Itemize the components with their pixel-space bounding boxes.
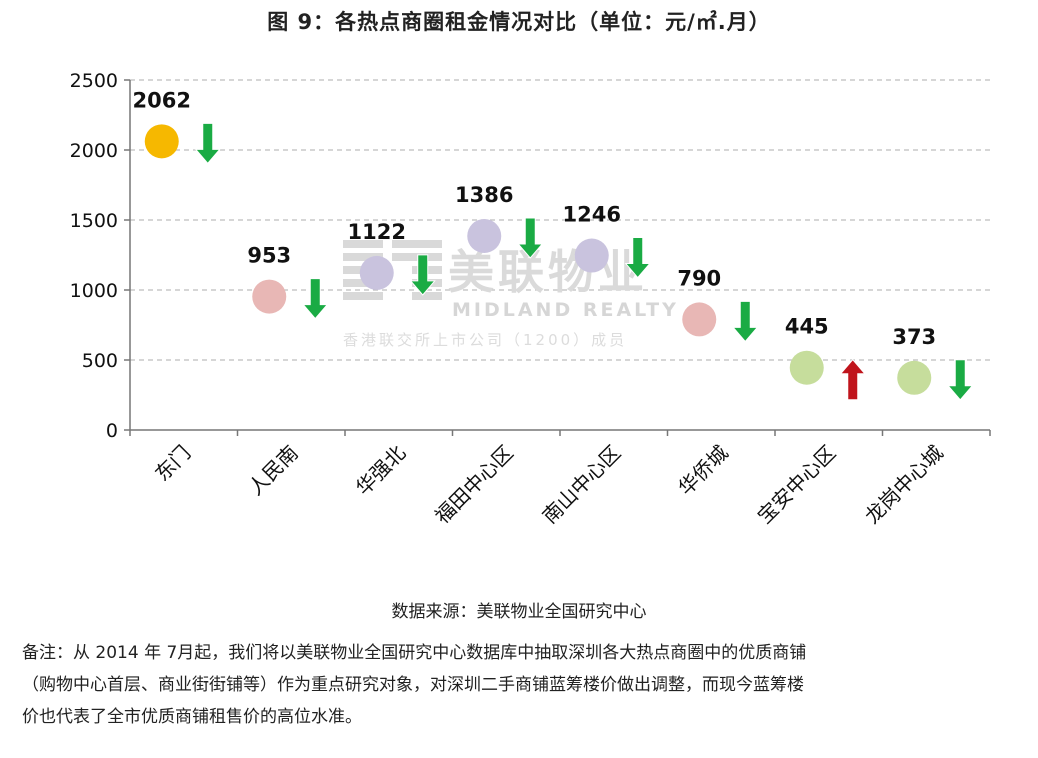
x-tick-label: 南山中心区: [538, 441, 626, 529]
data-label: 445: [785, 315, 829, 339]
down-arrow-icon: [517, 217, 544, 259]
watermark-tagline: 香港联交所上市公司（1200）成员: [343, 331, 627, 349]
y-tick-labels: 0 500 1000 1500 2000 2500: [70, 70, 118, 442]
footnote-line-2: （购物中心首层、商业街街铺等）作为重点研究对象，对深圳二手商铺蓝筹楼价做出调整，…: [22, 675, 804, 695]
data-points: [144, 124, 932, 395]
rent-comparison-chart: 美联物业 MIDLAND REALTY 香港联交所上市公司（1200）成员 0 5…: [70, 70, 991, 529]
down-arrow-icon: [732, 300, 759, 343]
down-arrow-icon: [624, 237, 651, 279]
y-tick-label: 2500: [70, 70, 118, 92]
x-tick-label: 人民南: [243, 441, 302, 500]
data-label: 953: [247, 244, 291, 268]
watermark-brand-cn: 美联物业: [448, 245, 648, 299]
y-tick-label: 1500: [70, 210, 118, 232]
data-label: 1386: [455, 183, 513, 207]
down-arrow-icon: [947, 359, 974, 401]
data-point: [144, 124, 179, 159]
data-label: 1122: [348, 220, 406, 244]
data-point: [359, 255, 394, 290]
data-point: [897, 360, 932, 395]
footnote-line-3: 价也代表了全市优质商铺租售价的高位水准。: [22, 707, 362, 727]
down-arrow-icon: [302, 278, 329, 320]
midland-watermark: 美联物业 MIDLAND REALTY 香港联交所上市公司（1200）成员: [343, 240, 679, 349]
data-point: [574, 238, 609, 273]
x-tick-label: 宝安中心区: [753, 441, 841, 529]
trend-arrows: [194, 122, 974, 401]
down-arrow-icon: [194, 122, 221, 165]
data-point: [789, 350, 824, 385]
x-tick-label: 华强北: [351, 441, 410, 500]
up-arrow-icon: [839, 358, 866, 401]
data-label: 1246: [563, 203, 621, 227]
footnote-line-1: 备注：从 2014 年 7月起，我们将以美联物业全国研究中心数据库中抽取深圳各大…: [22, 643, 807, 663]
x-tick-label: 华侨城: [673, 441, 732, 500]
x-tick-label: 福田中心区: [430, 441, 518, 529]
footnote: 备注：从 2014 年 7月起，我们将以美联物业全国研究中心数据库中抽取深圳各大…: [22, 637, 1022, 733]
data-point: [252, 279, 287, 314]
data-point: [682, 302, 717, 337]
data-label: 790: [677, 266, 721, 290]
x-tick-label: 龙岗中心城: [860, 441, 948, 529]
y-tick-label: 0: [106, 420, 118, 442]
y-tick-label: 1000: [70, 280, 118, 302]
chart-title: 图 9：各热点商圈租金情况对比（单位：元/㎡.月）: [267, 10, 771, 34]
y-tick-label: 500: [82, 350, 118, 372]
source-caption: 数据来源：美联物业全国研究中心: [391, 602, 647, 622]
axes: [124, 79, 991, 436]
down-arrow-icon: [409, 254, 436, 296]
data-label: 373: [892, 325, 936, 349]
watermark-brand-en: MIDLAND REALTY: [452, 299, 679, 321]
data-point: [467, 218, 502, 253]
data-label: 2062: [133, 88, 191, 112]
x-tick-labels: 东门 人民南 华强北 福田中心区 南山中心区 华侨城 宝安中心区 龙岗中心城: [150, 441, 948, 529]
y-tick-label: 2000: [70, 140, 118, 162]
data-labels: 2062 953 1122 1386 1246 790 445 373: [133, 88, 937, 348]
x-tick-label: 东门: [150, 441, 195, 486]
